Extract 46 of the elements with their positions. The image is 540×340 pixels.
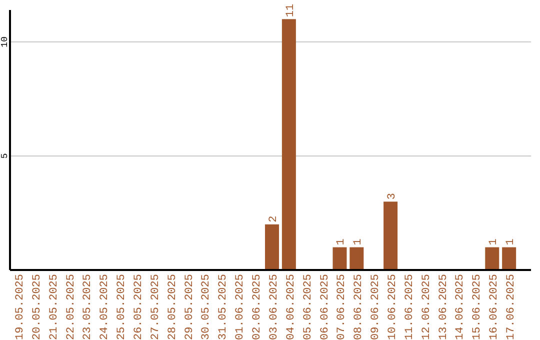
x-tick-label: 06.06.2025 xyxy=(319,274,332,340)
bar xyxy=(282,19,296,270)
x-tick-label: 28.05.2025 xyxy=(166,274,179,340)
x-tick-label: 15.06.2025 xyxy=(472,274,484,340)
x-tick-label: 31.05.2025 xyxy=(218,274,230,340)
data-label: 1 xyxy=(505,238,518,246)
x-tick-label: 04.06.2025 xyxy=(285,274,298,340)
bar xyxy=(332,247,347,270)
x-tick-label: 08.06.2025 xyxy=(353,274,366,340)
x-tick-label: 26.05.2025 xyxy=(133,274,145,340)
data-label: 2 xyxy=(268,216,280,222)
x-tick-label: 16.06.2025 xyxy=(488,274,501,340)
bar xyxy=(502,247,516,270)
x-tick-label: 29.05.2025 xyxy=(184,274,196,340)
bar xyxy=(485,247,500,270)
x-tick-label: 01.06.2025 xyxy=(234,274,247,340)
x-tick-label: 05.06.2025 xyxy=(302,274,314,340)
x-tick-label: 17.06.2025 xyxy=(506,274,518,340)
data-label: 11 xyxy=(284,4,297,18)
x-tick-label: 21.05.2025 xyxy=(48,274,60,340)
x-tick-label: 27.05.2025 xyxy=(150,274,162,340)
x-tick-label: 09.06.2025 xyxy=(370,274,382,340)
bar xyxy=(384,202,398,270)
bar xyxy=(265,224,279,270)
x-tick-label: 23.05.2025 xyxy=(82,274,94,340)
bar xyxy=(350,247,364,270)
x-tick-label: 22.05.2025 xyxy=(65,274,78,340)
data-label: 1 xyxy=(352,238,365,246)
x-tick-label: 07.06.2025 xyxy=(336,274,348,340)
x-tick-label: 11.06.2025 xyxy=(404,274,416,340)
x-tick-label: 24.05.2025 xyxy=(99,274,112,340)
y-tick-label: 5 xyxy=(0,153,10,159)
x-tick-label: 20.05.2025 xyxy=(31,274,44,340)
data-label: 1 xyxy=(488,238,500,246)
x-tick-label: 25.05.2025 xyxy=(116,274,128,340)
x-tick-label: 14.06.2025 xyxy=(454,274,467,340)
x-tick-label: 02.06.2025 xyxy=(252,274,264,340)
x-tick-label: 19.05.2025 xyxy=(14,274,26,340)
x-tick-label: 12.06.2025 xyxy=(420,274,433,340)
x-tick-label: 13.06.2025 xyxy=(438,274,450,340)
x-tick-label: 03.06.2025 xyxy=(268,274,280,340)
data-label: 1 xyxy=(336,238,348,246)
y-tick-label: 10 xyxy=(0,36,10,48)
x-tick-label: 10.06.2025 xyxy=(387,274,399,340)
data-label: 3 xyxy=(386,192,399,200)
x-tick-label: 30.05.2025 xyxy=(200,274,213,340)
